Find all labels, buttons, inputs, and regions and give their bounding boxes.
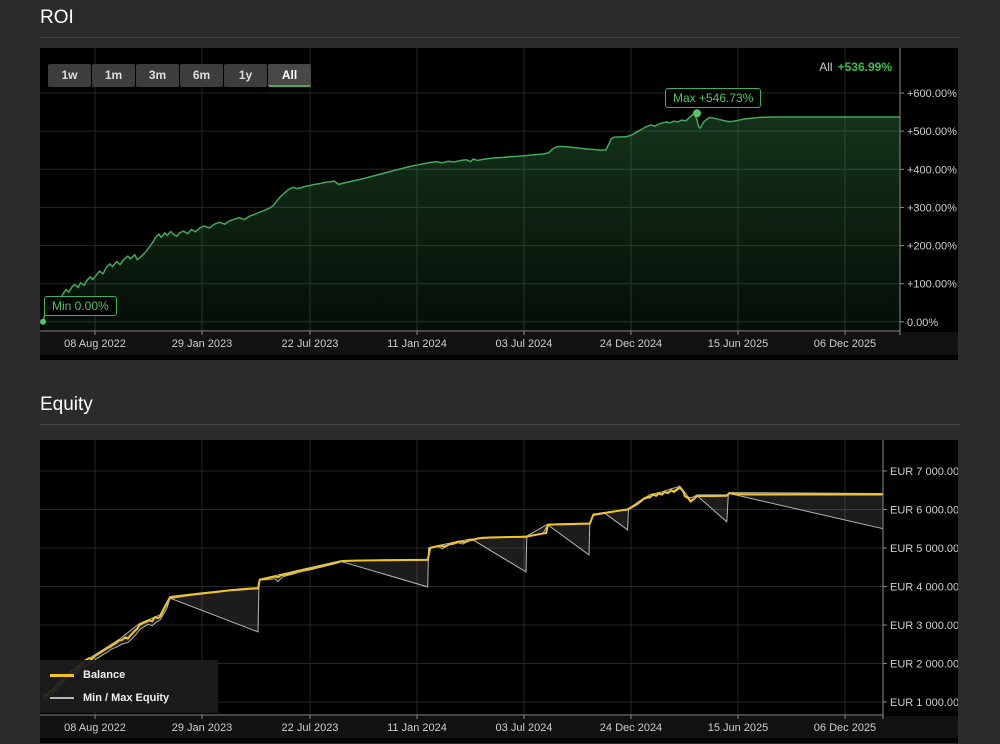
svg-text:0.00%: 0.00% xyxy=(907,317,938,329)
svg-text:24 Dec 2024: 24 Dec 2024 xyxy=(600,722,662,734)
roi-divider xyxy=(40,37,960,38)
svg-text:22 Jul 2023: 22 Jul 2023 xyxy=(282,722,339,734)
equity-divider xyxy=(40,424,960,425)
svg-text:11 Jan 2024: 11 Jan 2024 xyxy=(387,338,447,350)
svg-text:EUR 4 000.00: EUR 4 000.00 xyxy=(890,582,958,594)
svg-text:EUR 5 000.00: EUR 5 000.00 xyxy=(890,543,958,555)
equity-chart: EUR 1 000.00 EUR 2 000.00 EUR 3 000.00 EUR … xyxy=(40,440,958,743)
roi-max-badge: Max +546.73% xyxy=(665,88,761,108)
legend-swatch xyxy=(50,674,74,677)
roi-summary-value: +536.99% xyxy=(838,60,892,74)
range-button-1y[interactable]: 1y xyxy=(224,64,267,87)
roi-section-title: ROI xyxy=(40,0,960,30)
svg-text:11 Jan 2024: 11 Jan 2024 xyxy=(387,722,447,734)
svg-text:+500.00%: +500.00% xyxy=(907,126,957,138)
svg-text:29 Jan 2023: 29 Jan 2023 xyxy=(172,722,233,734)
range-button-1m[interactable]: 1m xyxy=(92,64,135,87)
svg-text:+100.00%: +100.00% xyxy=(907,279,957,291)
range-button-all[interactable]: All xyxy=(268,64,311,87)
roi-chart: 0.00% +100.00% +200.00% +300.00% +400.00% +50… xyxy=(40,48,958,360)
svg-text:15 Jun 2025: 15 Jun 2025 xyxy=(708,722,769,734)
legend-item-balance[interactable]: Balance xyxy=(50,669,208,681)
svg-text:+300.00%: +300.00% xyxy=(907,202,957,214)
svg-text:08 Aug 2022: 08 Aug 2022 xyxy=(64,338,126,350)
svg-text:15 Jun 2025: 15 Jun 2025 xyxy=(708,338,769,350)
svg-text:EUR 1 000.00: EUR 1 000.00 xyxy=(890,697,958,709)
svg-text:22 Jul 2023: 22 Jul 2023 xyxy=(282,338,339,350)
svg-text:+400.00%: +400.00% xyxy=(907,164,957,176)
legend-label: Min / Max Equity xyxy=(83,692,169,704)
roi-plot-area[interactable]: 0.00% +100.00% +200.00% +300.00% +400.00% +50… xyxy=(40,48,958,355)
legend-swatch xyxy=(50,697,74,699)
svg-text:+600.00%: +600.00% xyxy=(907,88,957,100)
page: ROI 0.00% +100.00% +200.00% +300.00% +400.00… xyxy=(0,0,1000,744)
svg-text:EUR 7 000.00: EUR 7 000.00 xyxy=(890,466,958,478)
legend-label: Balance xyxy=(83,669,125,681)
svg-text:EUR 2 000.00: EUR 2 000.00 xyxy=(890,659,958,671)
equity-section-title: Equity xyxy=(40,360,960,417)
svg-text:03 Jul 2024: 03 Jul 2024 xyxy=(496,338,553,350)
svg-text:EUR 3 000.00: EUR 3 000.00 xyxy=(890,620,958,632)
range-button-3m[interactable]: 3m xyxy=(136,64,179,87)
roi-summary-range: All xyxy=(819,60,832,74)
svg-text:EUR 6 000.00: EUR 6 000.00 xyxy=(890,505,958,517)
svg-text:06 Dec 2025: 06 Dec 2025 xyxy=(814,722,876,734)
svg-text:+200.00%: +200.00% xyxy=(907,241,957,253)
equity-legend: Balance Min / Max Equity xyxy=(40,660,218,713)
roi-min-badge: Min 0.00% xyxy=(44,296,117,316)
svg-text:06 Dec 2025: 06 Dec 2025 xyxy=(814,338,876,350)
svg-text:03 Jul 2024: 03 Jul 2024 xyxy=(496,722,553,734)
svg-text:24 Dec 2024: 24 Dec 2024 xyxy=(600,338,662,350)
range-button-1w[interactable]: 1w xyxy=(48,64,91,87)
legend-item-min-max-equity[interactable]: Min / Max Equity xyxy=(50,692,208,704)
roi-summary: All +536.99% xyxy=(819,60,892,74)
svg-text:29 Jan 2023: 29 Jan 2023 xyxy=(172,338,233,350)
range-button-6m[interactable]: 6m xyxy=(180,64,223,87)
svg-text:08 Aug 2022: 08 Aug 2022 xyxy=(64,722,126,734)
range-button-row: 1w1m3m6m1yAll xyxy=(48,64,312,87)
